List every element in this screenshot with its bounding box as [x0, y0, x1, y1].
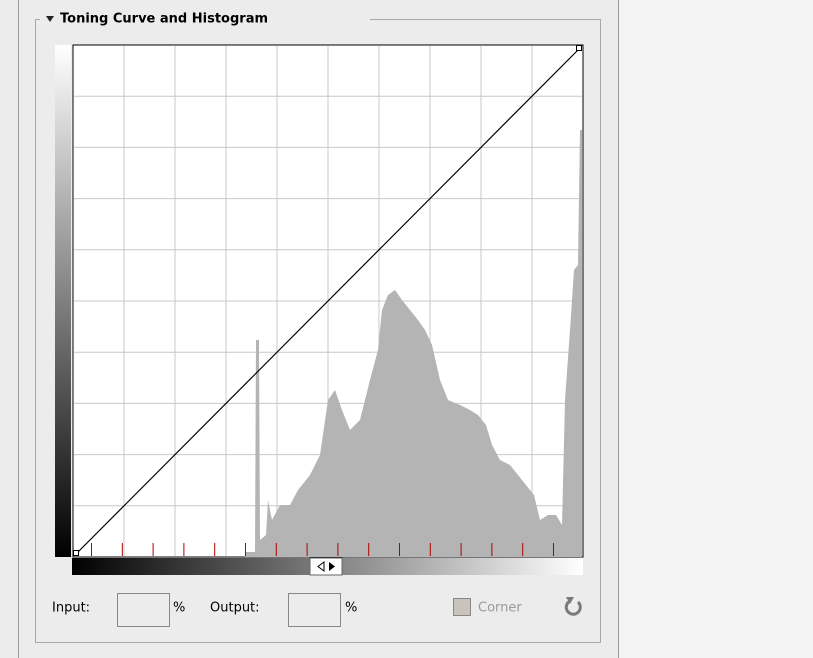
output-label: Output:	[210, 601, 260, 616]
red-ticks	[91, 543, 554, 556]
histogram	[245, 130, 582, 557]
reset-icon[interactable]	[564, 597, 582, 616]
input-label: Input:	[52, 601, 90, 616]
corner-checkbox[interactable]	[453, 598, 471, 616]
input-unit: %	[173, 601, 185, 616]
output-gradient	[55, 45, 71, 557]
slider-right[interactable]	[329, 562, 335, 571]
collapse-arrow[interactable]	[46, 16, 54, 22]
input-field[interactable]	[117, 593, 170, 627]
group-title-bg	[40, 8, 370, 30]
output-field[interactable]	[288, 593, 341, 627]
side-area	[619, 0, 813, 658]
gradient-slider[interactable]	[309, 557, 343, 576]
output-unit: %	[345, 601, 357, 616]
corner-label: Corner	[478, 601, 522, 616]
curve-point[interactable]	[73, 550, 79, 556]
curve-point[interactable]	[576, 45, 582, 51]
group-title: Toning Curve and Histogram	[60, 12, 268, 27]
slider-left[interactable]	[317, 561, 325, 572]
tone-curve[interactable]	[75, 47, 581, 555]
